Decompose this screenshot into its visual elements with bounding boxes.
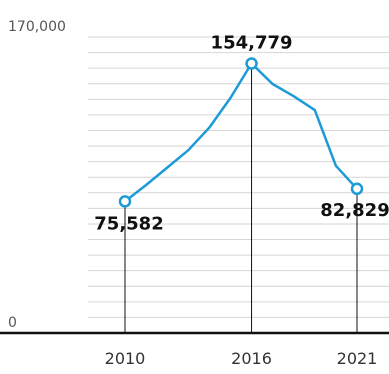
data-point-marker	[350, 182, 364, 196]
series-line	[123, 62, 359, 203]
x-tick-label: 2021	[337, 349, 378, 368]
data-point-marker	[245, 57, 258, 70]
data-label: 154,779	[211, 33, 293, 54]
data-point-marker	[118, 195, 132, 208]
x-tick-label: 2010	[105, 349, 146, 368]
data-label: 82,829	[320, 200, 389, 221]
x-tick-label: 2016	[231, 349, 272, 368]
data-label: 75,582	[94, 213, 163, 234]
y-tick-label: 0	[8, 315, 17, 331]
y-tick-label: 170,000	[8, 19, 66, 35]
